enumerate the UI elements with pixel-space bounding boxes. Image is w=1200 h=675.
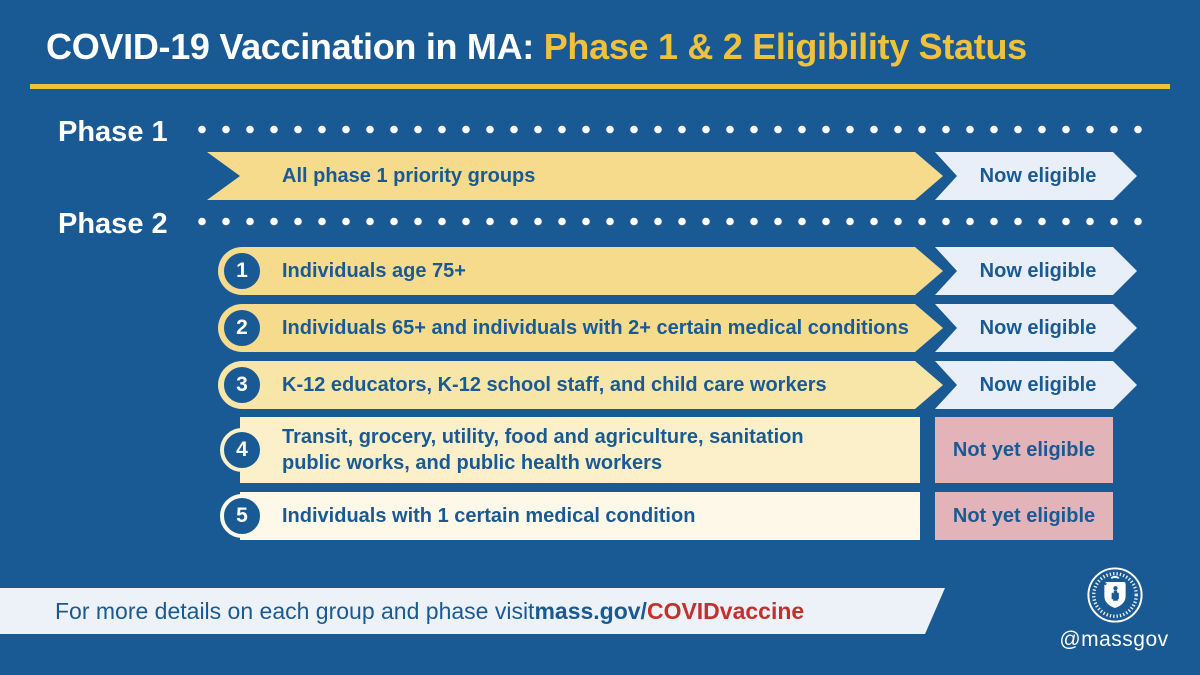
phase2-dotted-line [198,217,1148,226]
row-number: 3 [236,373,248,396]
phase2-row-1: Individuals age 75+ 1 Now eligible [0,247,1200,295]
status-text: Not yet eligible [952,438,1096,461]
phase2-row-3: K-12 educators, K-12 school staff, and c… [0,361,1200,409]
title-highlight: Phase 1 & 2 Eligibility Status [543,26,1027,67]
footer-text: For more details on each group and phase… [55,597,535,624]
status-box: Not yet eligible [935,492,1113,540]
phase1-dotted-line [198,125,1148,134]
row-number: 1 [236,259,248,282]
banner-text: K-12 educators, K-12 school staff, and c… [282,373,827,396]
footer-link-domain[interactable]: mass.gov/ [534,597,647,624]
title-underline [30,84,1170,89]
footer-link-path[interactable]: COVIDvaccine [646,597,805,624]
page-title: COVID-19 Vaccination in MA: Phase 1 & 2 … [46,26,1186,68]
status-text: Not yet eligible [952,504,1096,527]
phase2-label: Phase 2 [58,208,168,240]
status-text: Now eligible [979,373,1097,396]
banner-text: Individuals with 1 certain medical condi… [282,504,696,527]
footer-banner: For more details on each group and phase… [0,588,945,634]
banner-text: Transit, grocery, utility, food and agri… [282,425,804,474]
social-handle: @massgov [1059,628,1169,651]
phase2-row-5: Individuals with 1 certain medical condi… [0,492,1200,540]
footer-link[interactable]: mass.gov/COVIDvaccine [534,598,804,625]
phase1-row: All phase 1 priority groups Now eligible [0,152,1200,200]
group-banner: K-12 educators, K-12 school staff, and c… [218,361,943,409]
phase2-row-4: Transit, grocery, utility, food and agri… [0,417,1200,483]
row-number: 4 [236,438,248,461]
banner-text: Individuals 65+ and individuals with 2+ … [282,316,909,339]
phase1-group-banner: All phase 1 priority groups [207,152,943,200]
status-text: Now eligible [979,316,1097,339]
phase1-label: Phase 1 [58,116,168,148]
row-number-badge: 2 [220,306,264,350]
status-box: Not yet eligible [935,417,1113,483]
group-banner: Individuals age 75+ [218,247,943,295]
row-number-badge: 1 [220,249,264,293]
status-arrow: Now eligible [935,304,1137,352]
phase2-row-2: Individuals 65+ and individuals with 2+ … [0,304,1200,352]
status-text: Now eligible [979,259,1097,282]
row-number-badge: 3 [220,363,264,407]
status-arrow: Now eligible [935,247,1137,295]
state-seal-icon [1086,566,1144,629]
status-text: Now eligible [979,164,1097,187]
group-banner: Individuals with 1 certain medical condi… [240,492,920,540]
row-number-badge: 4 [220,428,264,472]
title-prefix: COVID-19 Vaccination in MA: [46,26,544,67]
phase1-status-arrow: Now eligible [935,152,1137,200]
group-banner: Individuals 65+ and individuals with 2+ … [218,304,943,352]
row-number: 2 [236,316,248,339]
banner-text: All phase 1 priority groups [282,164,536,187]
row-number-badge: 5 [220,494,264,538]
banner-text: Individuals age 75+ [282,259,466,282]
status-arrow: Now eligible [935,361,1137,409]
group-banner: Transit, grocery, utility, food and agri… [240,417,920,483]
row-number: 5 [236,504,248,527]
